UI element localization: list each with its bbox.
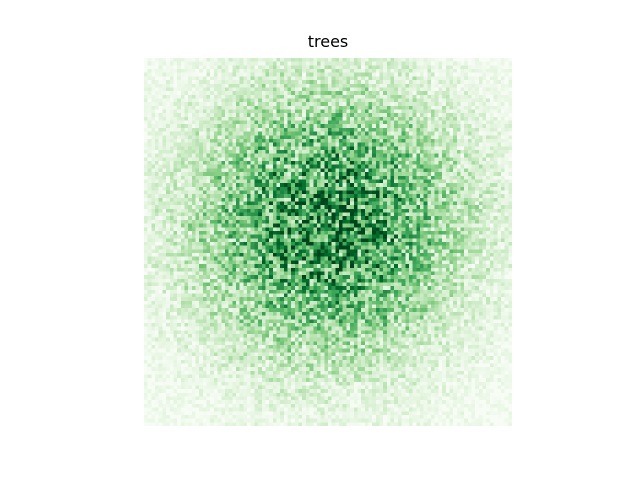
chart-title: trees bbox=[307, 32, 349, 51]
heatmap bbox=[144, 58, 512, 426]
